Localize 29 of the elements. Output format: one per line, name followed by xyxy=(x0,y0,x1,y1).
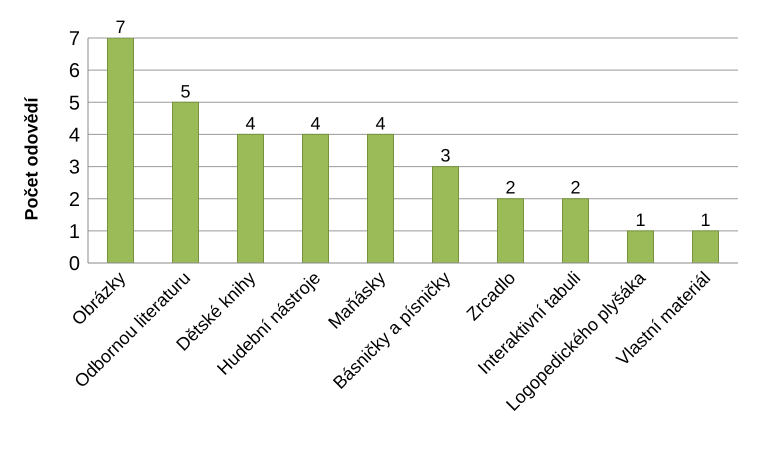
bar xyxy=(107,38,134,263)
y-tick-label: 5 xyxy=(68,92,80,114)
y-axis-title: Počet odovědí xyxy=(21,96,42,220)
bar xyxy=(237,134,264,263)
bar xyxy=(562,198,589,263)
data-label: 5 xyxy=(180,81,191,102)
bar xyxy=(627,230,654,263)
bar xyxy=(432,166,459,263)
data-label: 7 xyxy=(115,17,126,37)
data-label: 3 xyxy=(440,146,451,166)
bar xyxy=(172,102,199,263)
y-tick-label: 3 xyxy=(68,156,80,179)
data-label: 1 xyxy=(635,210,646,230)
data-label: 2 xyxy=(505,178,516,198)
bar xyxy=(367,134,394,263)
bar xyxy=(302,134,329,263)
data-label: 2 xyxy=(570,178,581,198)
y-tick-label: 7 xyxy=(68,28,80,50)
bar xyxy=(497,198,524,263)
y-tick-label: 1 xyxy=(68,220,80,243)
y-tick-label: 2 xyxy=(68,188,80,211)
data-label: 4 xyxy=(245,113,256,134)
y-tick-label: 6 xyxy=(68,60,80,82)
bar xyxy=(692,230,719,263)
data-label: 4 xyxy=(310,113,321,134)
data-label: 1 xyxy=(700,210,711,230)
y-tick-label: 4 xyxy=(68,124,80,147)
data-label: 4 xyxy=(375,113,386,134)
y-tick-label: 0 xyxy=(68,253,80,276)
